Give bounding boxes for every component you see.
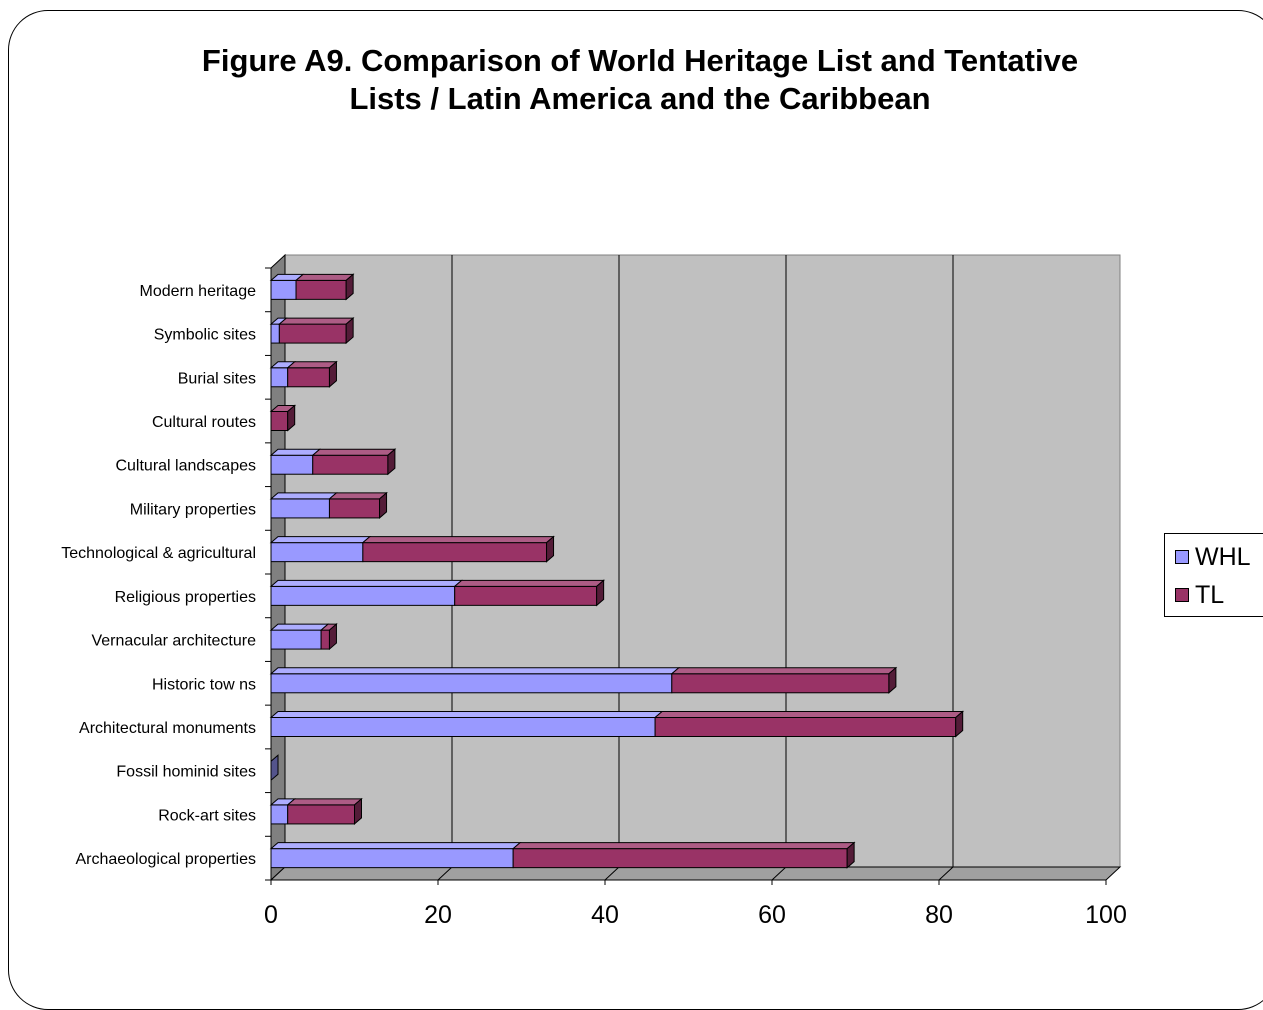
gridline-floor (437, 866, 453, 881)
bar-whl-burial-sites (270, 367, 289, 388)
side-wall (270, 253, 286, 882)
bar-whl-cultural-landscapes (270, 454, 314, 475)
gridline-floor (771, 866, 787, 881)
category-label: Technological & agricultural (61, 545, 256, 562)
bar-whl-architectural-monuments-top (269, 711, 664, 718)
bar-end-rock-art-sites (354, 797, 362, 826)
bar-tl-technological-agricultural-top (361, 536, 555, 544)
category-label: Symbolic sites (154, 327, 256, 344)
legend-item-tl: TL (1175, 580, 1224, 610)
bar-end-vernacular-architecture (328, 622, 337, 651)
bar-end-cultural-landscapes (387, 448, 396, 476)
category-label: Architectural monuments (79, 720, 256, 737)
legend: WHL TL (1164, 533, 1263, 617)
legend-swatch-whl (1175, 550, 1189, 564)
bar-end-religious-properties (596, 579, 605, 607)
bar-tl-modern-heritage (295, 279, 347, 300)
bar-end-archaeological-properties (846, 841, 855, 869)
bar-whl-symbolic-sites (270, 323, 280, 344)
bar-tl-vernacular-architecture (320, 629, 330, 650)
category-label: Historic tow ns (152, 676, 256, 693)
bar-tl-modern-heritage-top (294, 273, 355, 281)
legend-item-whl: WHL (1175, 542, 1251, 572)
bar-tl-archaeological-properties-top (511, 842, 856, 850)
bar-tl-archaeological-properties (512, 848, 848, 869)
bar-whl-cultural-landscapes-top (269, 448, 322, 456)
bar-tl-burial-sites-top (286, 361, 338, 369)
bar-tl-cultural-landscapes-top (311, 448, 397, 456)
bar-tl-cultural-routes (270, 411, 289, 431)
category-label: Cultural landscapes (115, 458, 256, 475)
chart-title-line-2: Lists / Latin America and the Caribbean (349, 81, 931, 116)
bar-end-architectural-monuments (955, 710, 964, 738)
bar-tl-historic-tow-ns (671, 673, 890, 694)
bar-tl-architectural-monuments-top (653, 711, 965, 718)
bar-end-symbolic-sites (345, 316, 354, 345)
bar-whl-architectural-monuments (270, 717, 656, 737)
bar-end-modern-heritage (345, 273, 354, 301)
bar-whl-religious-properties (270, 585, 456, 606)
x-tick-label: 80 (925, 901, 953, 929)
category-label: Vernacular architecture (91, 633, 256, 650)
bar-end-burial-sites (328, 360, 337, 388)
bar-whl-military-properties-top (269, 492, 338, 500)
bar-whl-archaeological-properties (270, 848, 514, 869)
bar-tl-cultural-landscapes (312, 454, 389, 475)
bar-end-fossil-hominid-sites (270, 754, 279, 782)
bar-whl-vernacular-architecture (270, 629, 322, 650)
bar-tl-religious-properties-top (453, 579, 606, 587)
bar-whl-technological-agricultural-top (269, 536, 372, 544)
category-label: Burial sites (178, 370, 256, 387)
bar-whl-vernacular-architecture-top (269, 623, 330, 631)
bar-whl-military-properties (270, 498, 330, 519)
bar-end-military-properties (379, 491, 388, 520)
x-tick-label: 40 (591, 901, 619, 929)
bar-tl-rock-art-sites-top (286, 798, 363, 806)
bar-whl-modern-heritage (270, 279, 297, 300)
category-label: Archaeological properties (75, 851, 256, 868)
gridline-floor (604, 866, 620, 881)
x-tick-label: 20 (424, 901, 452, 929)
bar-whl-archaeological-properties-top (269, 842, 522, 850)
bar-tl-historic-tow-ns-top (670, 667, 898, 675)
chart-title-line-1: Figure A9. Comparison of World Heritage … (201, 43, 1079, 78)
bar-tl-symbolic-sites (278, 323, 347, 344)
bar-whl-technological-agricultural (270, 542, 364, 563)
bar-tl-military-properties (328, 498, 381, 519)
bar-whl-rock-art-sites (270, 804, 289, 825)
bar-end-cultural-routes (287, 404, 296, 432)
legend-label-whl: WHL (1195, 542, 1251, 571)
x-tick-label: 100 (1085, 901, 1127, 929)
category-label: Cultural routes (152, 414, 256, 431)
bar-tl-symbolic-sites-top (277, 317, 355, 325)
legend-label-tl: TL (1195, 580, 1225, 609)
bar-tl-burial-sites (287, 367, 330, 388)
bar-whl-religious-properties-top (269, 579, 464, 587)
category-label: Religious properties (115, 589, 256, 606)
bar-end-historic-tow-ns (888, 666, 897, 694)
bar-whl-historic-tow-ns (270, 673, 673, 694)
bar-whl-historic-tow-ns-top (269, 667, 681, 675)
gridline-floor (938, 866, 954, 881)
bar-tl-technological-agricultural (362, 542, 548, 563)
category-label: Military properties (130, 501, 256, 518)
category-label: Fossil hominid sites (116, 764, 256, 781)
category-label: Modern heritage (139, 283, 256, 300)
bar-tl-military-properties-top (328, 492, 388, 500)
bar-tl-architectural-monuments (654, 717, 957, 737)
category-label: Rock-art sites (158, 807, 256, 824)
x-tick-label: 60 (758, 901, 786, 929)
bar-end-technological-agricultural (546, 535, 555, 563)
legend-swatch-tl (1175, 588, 1189, 602)
floor (269, 866, 1122, 881)
bar-tl-religious-properties (454, 585, 598, 606)
x-tick-label: 0 (264, 901, 278, 929)
chart-title: Figure A9. Comparison of World Heritage … (100, 42, 1180, 118)
bar-tl-rock-art-sites (287, 804, 356, 825)
